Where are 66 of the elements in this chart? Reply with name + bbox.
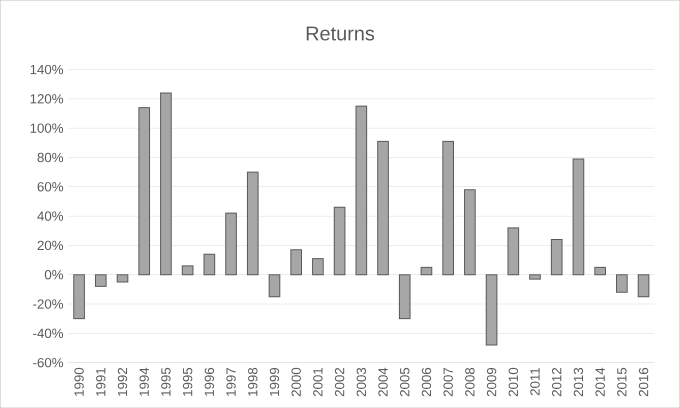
x-tick-label: 1996 <box>204 368 214 396</box>
bar <box>268 274 280 298</box>
x-tick-label: 2001 <box>313 368 323 396</box>
bar <box>377 140 389 276</box>
x-tick-label: 1998 <box>248 368 258 396</box>
bar <box>638 274 650 298</box>
bar <box>507 227 520 276</box>
y-tick-label: -60% <box>33 358 64 368</box>
x-tick-label: 1991 <box>96 368 106 396</box>
x-tick-label: 1999 <box>270 368 280 396</box>
bar <box>420 266 432 276</box>
x-tick-label: 2003 <box>356 368 366 396</box>
x-tick-label: 2007 <box>443 368 453 396</box>
x-tick-label: 2002 <box>334 368 344 396</box>
x-tick-label: 2009 <box>486 368 496 396</box>
x-tick-label: 2010 <box>508 368 518 396</box>
x-tick-label: 2012 <box>552 368 562 396</box>
y-tick-label: 100% <box>30 123 64 133</box>
bar <box>594 266 606 276</box>
y-tick-label: 0% <box>44 270 64 280</box>
x-tick-label: 1997 <box>226 368 236 396</box>
bar <box>398 274 411 320</box>
y-tick-label: 40% <box>37 211 64 221</box>
y-tick-label: 20% <box>38 240 64 250</box>
bar <box>355 106 368 276</box>
x-tick-label: 2015 <box>617 368 627 396</box>
x-tick-label: 2008 <box>465 368 475 396</box>
bar <box>116 274 128 282</box>
x-tick-label: 1994 <box>140 368 149 396</box>
bar <box>160 92 172 276</box>
x-tick-label: 2016 <box>638 368 648 396</box>
bar <box>334 206 346 276</box>
bar <box>442 140 454 276</box>
bar <box>225 212 237 276</box>
y-tick-label: 60% <box>38 182 64 192</box>
x-tick-label: 2011 <box>530 368 540 396</box>
bar <box>550 238 563 276</box>
x-tick-label: 1995 <box>161 368 171 396</box>
chart-title: Returns <box>306 26 374 40</box>
bar <box>464 189 476 276</box>
x-tick-label: 2006 <box>422 368 432 396</box>
bar <box>616 274 628 293</box>
x-tick-label: 2000 <box>291 368 301 396</box>
x-tick-label: 1995 <box>182 368 192 396</box>
x-tick-label: 2005 <box>400 368 410 396</box>
y-tick-label: -40% <box>33 328 64 338</box>
bar <box>204 254 216 276</box>
bar <box>486 274 498 346</box>
y-tick-label: 120% <box>30 94 64 104</box>
y-tick-label: -20% <box>33 299 64 309</box>
y-tick-label: 140% <box>30 64 64 74</box>
x-tick-label: 1992 <box>118 368 128 396</box>
bar <box>138 107 150 276</box>
x-tick-label: 1990 <box>74 368 84 396</box>
bar <box>94 274 107 287</box>
bar <box>182 265 194 276</box>
bar <box>290 249 302 276</box>
x-tick-label: 2014 <box>595 368 605 396</box>
x-tick-label: 2004 <box>378 368 388 396</box>
bar <box>246 172 259 276</box>
bar <box>572 158 584 276</box>
x-tick-label: 2013 <box>574 368 584 396</box>
bar <box>312 258 324 276</box>
y-tick-label: 80% <box>38 152 64 162</box>
bar <box>529 274 541 280</box>
bar <box>73 274 85 320</box>
